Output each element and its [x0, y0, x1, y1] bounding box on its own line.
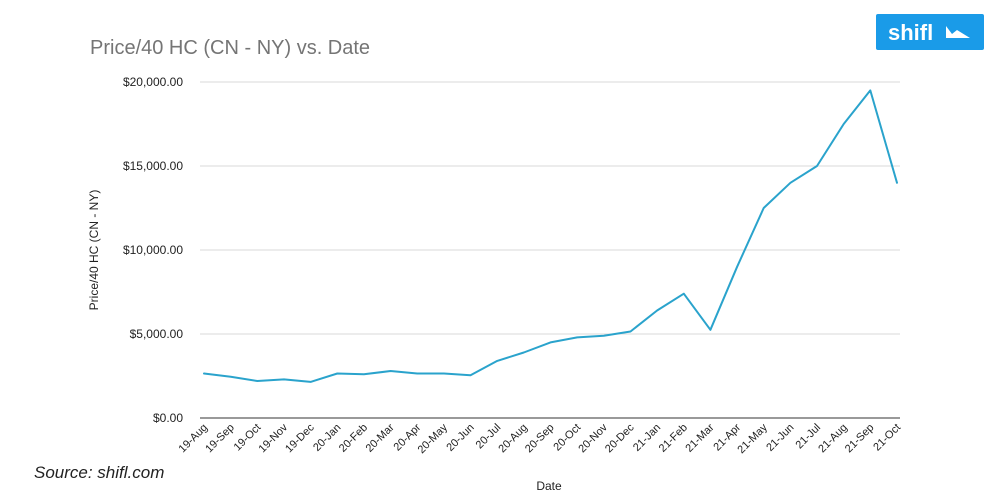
x-axis: 19-Aug19-Sep19-Oct19-Nov19-Dec20-Jan20-F…	[177, 421, 904, 456]
x-tick-label: 20-Feb	[337, 422, 370, 455]
source-note: Source: shifl.com	[34, 463, 164, 482]
chart-title: Price/40 HC (CN - NY) vs. Date	[90, 37, 370, 59]
x-tick-label: 21-Feb	[657, 422, 690, 455]
x-tick-label: 21-Mar	[683, 421, 716, 454]
x-tick-label: 19-Aug	[177, 422, 211, 456]
x-tick-label: 21-Jun	[764, 422, 796, 454]
series-line	[203, 89, 898, 383]
y-tick-label: $20,000.00	[123, 75, 183, 89]
x-axis-label: Date	[536, 479, 562, 493]
y-tick-label: $5,000.00	[130, 327, 184, 341]
x-tick-label: 20-Aug	[496, 422, 530, 456]
x-tick-label: 21-Oct	[871, 422, 903, 454]
x-tick-label: 20-Jun	[444, 422, 476, 454]
shifl-logo: shifl	[876, 14, 984, 50]
x-tick-label: 21-Aug	[816, 422, 850, 456]
x-tick-label: 20-Mar	[364, 421, 397, 454]
x-tick-label: 20-May	[416, 421, 451, 456]
y-tick-label: $15,000.00	[123, 159, 183, 173]
logo-text: shifl	[888, 20, 933, 45]
x-tick-label: 21-May	[735, 421, 770, 456]
y-axis: $0.00 $5,000.00 $10,000.00 $15,000.00 $20,00…	[123, 75, 183, 425]
y-tick-label: $10,000.00	[123, 243, 183, 257]
gridlines	[200, 81, 900, 419]
x-tick-label: 21-Sep	[843, 422, 877, 456]
y-axis-label: Price/40 HC (CN - NY)	[87, 190, 101, 311]
x-tick-label: 20-Sep	[523, 422, 557, 456]
x-tick-label: 19-Sep	[203, 422, 237, 456]
x-tick-label: 19-Dec	[283, 421, 317, 455]
y-tick-label: $0.00	[153, 411, 183, 425]
boat-icon	[946, 26, 970, 38]
series-line-path	[203, 89, 898, 383]
x-tick-label: 20-Dec	[603, 421, 637, 455]
